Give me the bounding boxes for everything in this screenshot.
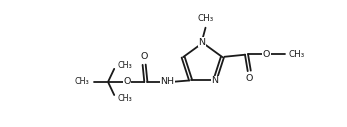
Text: O: O (246, 74, 253, 83)
Text: O: O (263, 50, 270, 59)
Text: CH₃: CH₃ (118, 94, 133, 103)
Text: CH₃: CH₃ (74, 77, 89, 86)
Text: O: O (123, 77, 130, 86)
Text: CH₃: CH₃ (118, 61, 133, 70)
Text: O: O (141, 52, 148, 61)
Text: CH₃: CH₃ (197, 14, 214, 23)
Text: N: N (211, 76, 218, 85)
Text: N: N (198, 38, 205, 47)
Text: CH₃: CH₃ (288, 50, 304, 59)
Text: NH: NH (160, 77, 174, 86)
